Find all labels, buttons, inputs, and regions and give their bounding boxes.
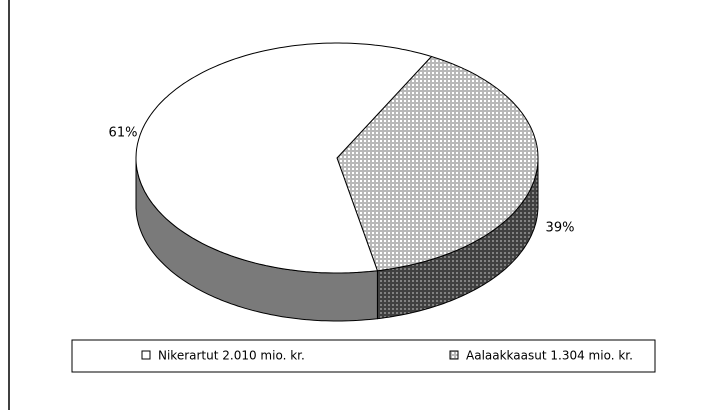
legend-label: Aalaakkaasut 1.304 mio. kr. [466,349,633,363]
data-label: 61% [109,126,138,141]
legend-label: Nikerartut 2.010 mio. kr. [158,349,305,363]
legend-swatch [449,350,459,360]
pie-slice [135,42,433,274]
legend-swatch [141,350,151,360]
pie-slice [336,55,539,272]
data-label: 39% [546,221,575,236]
legend-box [71,339,656,373]
